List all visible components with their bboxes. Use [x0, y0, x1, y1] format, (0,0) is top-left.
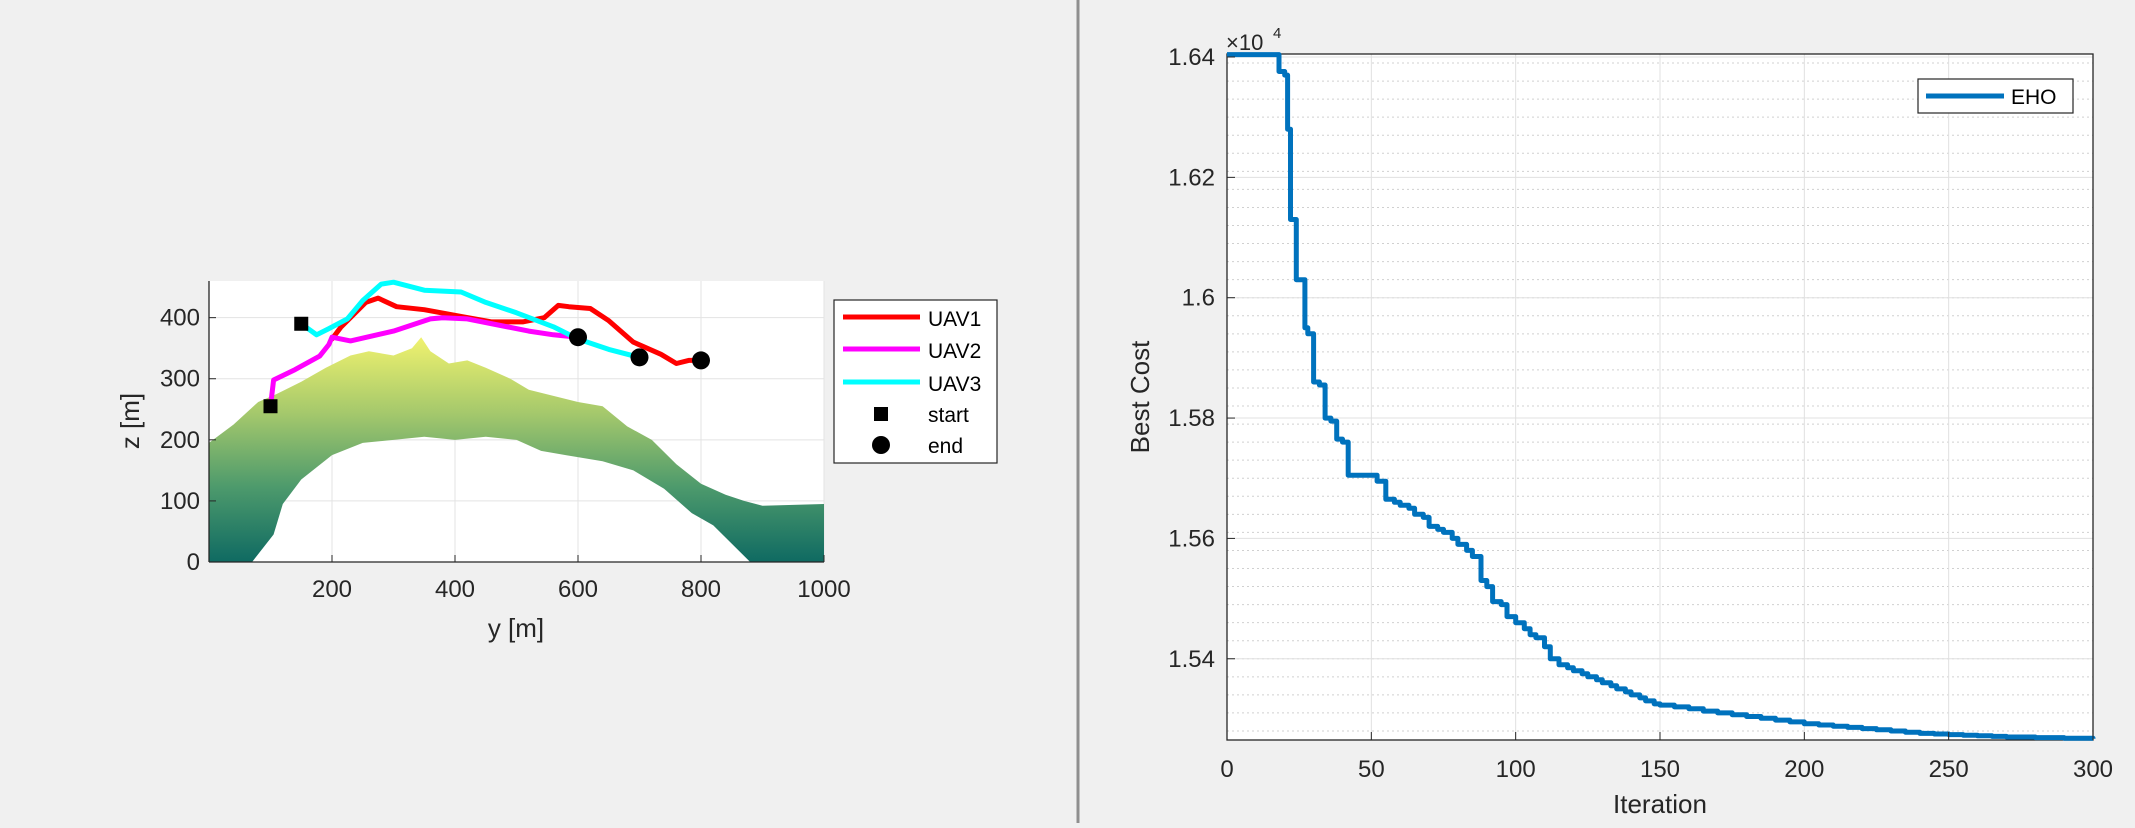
uav-y-axis-label: z [m]	[115, 393, 145, 449]
uav-y-tick-label: 100	[160, 488, 200, 515]
uav-y-tick-label: 300	[160, 366, 200, 393]
uav-marker-group	[263, 316, 710, 414]
legend-start-label: start	[928, 404, 969, 427]
cost-y-tick-label: 1.62	[1168, 164, 1215, 191]
cost-x-tick-label: 150	[1640, 756, 1680, 783]
cost-x-tick-label: 200	[1784, 756, 1824, 783]
cost-y-tick-label: 1.54	[1168, 646, 1215, 673]
start-marker	[263, 399, 278, 414]
cost-y-tick-label: 1.58	[1168, 405, 1215, 432]
terrain-surface	[209, 337, 824, 562]
legend-eho-label: EHO	[2011, 86, 2057, 109]
cost-y-tick-label: 1.6	[1182, 285, 1215, 312]
end-marker	[630, 348, 649, 367]
uav-x-tick-label: 1000	[797, 576, 850, 603]
end-marker	[692, 351, 710, 370]
uav-x-tick-label: 600	[558, 576, 598, 603]
terrain-fill	[209, 337, 824, 562]
uav-y-tick-label: 0	[187, 549, 200, 576]
start-marker	[294, 316, 309, 331]
uav-path-uav2	[268, 315, 581, 409]
uav-x-tick-label: 200	[312, 576, 352, 603]
cost-legend: EHO	[1917, 78, 2074, 114]
cost-tick-group: 0 50 100 150 200 250 300 1.54 1.56 1.58 1.6 1.62 1.6…	[1168, 44, 2113, 783]
cost-x-tick-label: 50	[1358, 756, 1385, 783]
legend-end-label: end	[928, 435, 963, 458]
uav-tick-group: 200 400 600 800 1000 0 100 200 300 400	[160, 305, 851, 603]
uav-legend: UAV1 UAV2 UAV3 start end	[833, 299, 998, 464]
uav-x-axis-label: y [m]	[488, 613, 544, 643]
cost-y-axis-label: Best Cost	[1125, 340, 1155, 453]
cost-y-tick-label: 1.64	[1168, 44, 1215, 71]
cost-series-eho	[1227, 52, 2096, 741]
cost-exponent-power: 4	[1273, 25, 1281, 42]
legend-end-marker	[872, 436, 890, 454]
cost-x-tick-label: 250	[1929, 756, 1969, 783]
cost-x-tick-label: 0	[1220, 756, 1233, 783]
cost-x-tick-label: 300	[2073, 756, 2113, 783]
cost-series-group	[1227, 52, 2096, 741]
uav-x-tick-label: 800	[681, 576, 721, 603]
uav-paths-chart: 200 400 600 800 1000 0 100 200 300 400 y [m] z [m…	[115, 279, 998, 643]
convergence-chart: 0 50 100 150 200 250 300 1.54 1.56 1.58 1.6 1.62 1.6…	[1125, 25, 2113, 819]
legend-start-marker	[874, 407, 888, 421]
legend-uav1-label: UAV1	[928, 308, 981, 331]
cost-x-axis-label: Iteration	[1613, 789, 1707, 819]
legend-uav3-label: UAV3	[928, 373, 981, 396]
cost-x-tick-label: 100	[1496, 756, 1536, 783]
cost-exponent-base: ×10	[1226, 30, 1263, 55]
end-marker	[569, 328, 587, 347]
uav-y-tick-label: 200	[160, 427, 200, 454]
cost-y-tick-label: 1.56	[1168, 525, 1215, 552]
legend-uav2-label: UAV2	[928, 340, 981, 363]
uav-x-tick-label: 400	[435, 576, 475, 603]
uav-y-tick-label: 400	[160, 305, 200, 332]
